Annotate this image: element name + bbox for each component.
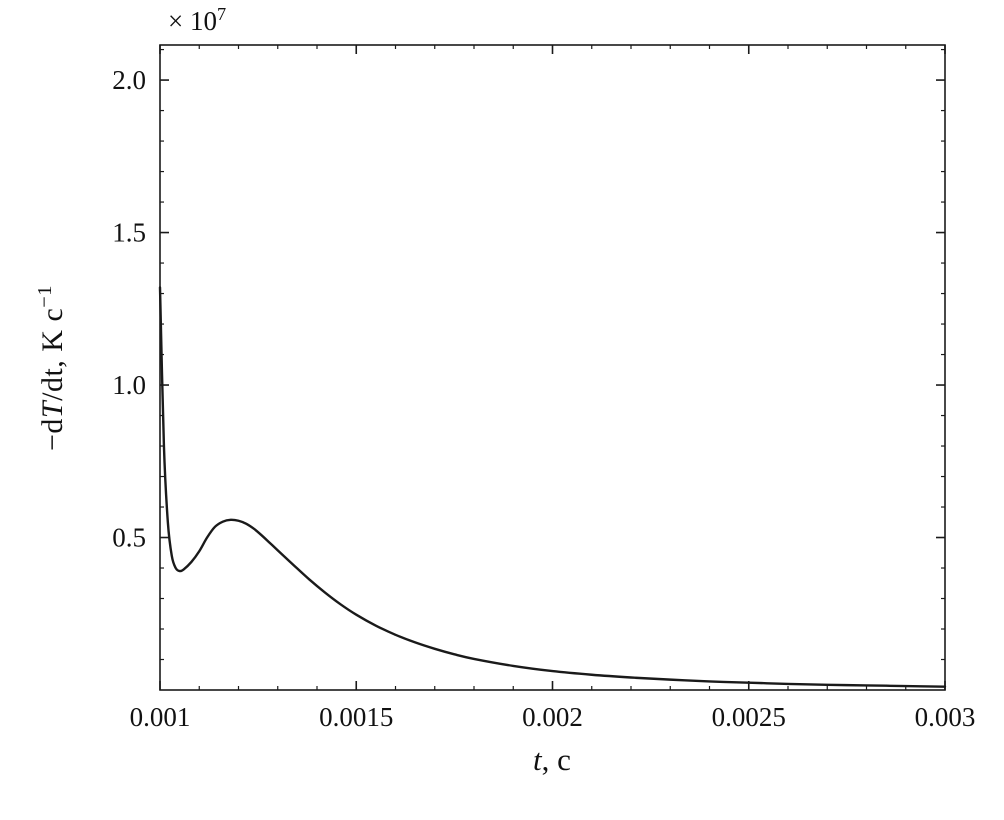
data-curve — [158, 286, 947, 688]
x-tick-label: 0.002 — [522, 702, 583, 732]
multiplier-base: × 10 — [168, 6, 217, 36]
y-axis-label: −dT/dt, K c−1 — [34, 285, 70, 451]
y-tick-label: 2.0 — [112, 65, 146, 95]
y-label-post: /dt, K c — [36, 307, 69, 401]
x-label-post: , c — [541, 742, 571, 777]
y-label-pre: −d — [36, 418, 69, 451]
plot-border — [159, 44, 946, 691]
x-axis-label: t, c — [533, 742, 571, 778]
y-tick-label: 0.5 — [112, 523, 146, 553]
x-tick-label: 0.0025 — [712, 702, 786, 732]
y-label-superscript: −1 — [34, 285, 56, 308]
x-label-variable: t — [533, 742, 542, 777]
y-tick-label: 1.0 — [112, 370, 146, 400]
y-tick-label: 1.5 — [112, 218, 146, 248]
x-tick-label: 0.001 — [130, 702, 191, 732]
multiplier-exponent: 7 — [216, 4, 227, 24]
y-label-variable: T — [36, 400, 69, 419]
y-axis-multiplier: × 107 — [168, 4, 226, 37]
x-tick-label: 0.0015 — [319, 702, 393, 732]
x-tick-label: 0.003 — [915, 702, 976, 732]
